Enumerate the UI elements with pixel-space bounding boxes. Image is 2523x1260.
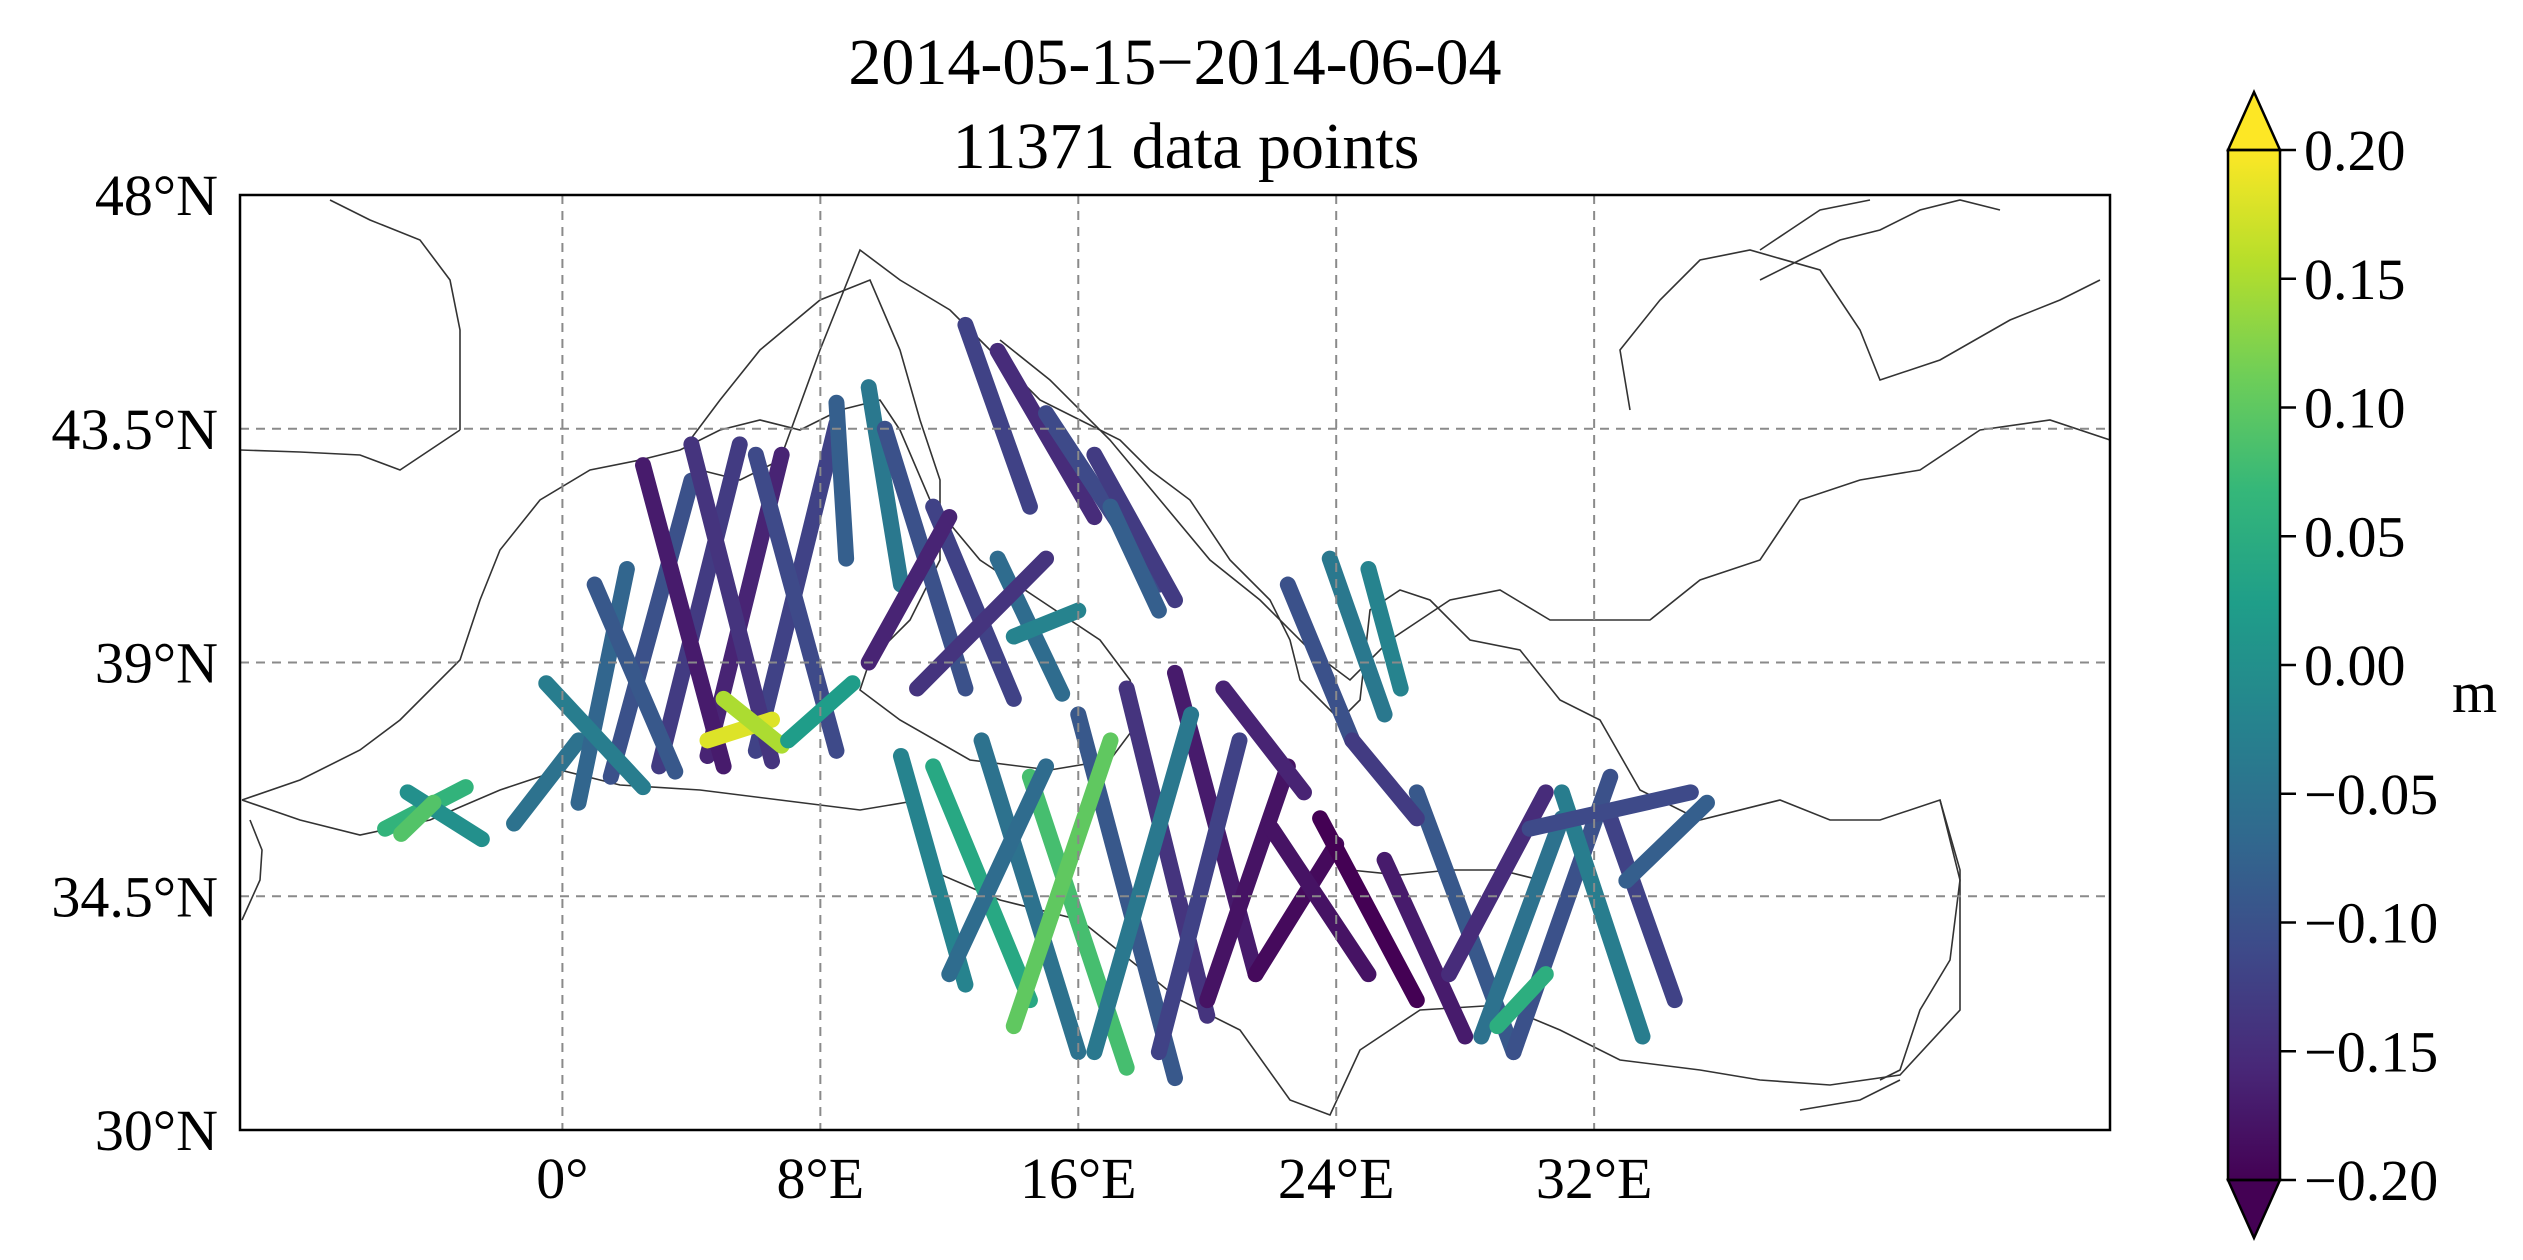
colorbar-tick-label-0: 0.20 — [2304, 118, 2406, 183]
track-segment-38 — [1086, 706, 1200, 1061]
track-segment-14 — [715, 690, 790, 754]
track-segment-56 — [1344, 732, 1425, 827]
y-tick-label-4: 48°N — [95, 163, 218, 228]
track-segment-8 — [635, 457, 732, 775]
track-segment-55 — [1360, 561, 1409, 697]
x-tick-label-3: 24°E — [1278, 1146, 1395, 1211]
coastline-black-sea — [1619, 199, 2101, 411]
track-segment-22 — [860, 509, 958, 671]
track-segment-17 — [828, 394, 855, 567]
track-segment-57 — [1215, 680, 1312, 801]
track-segment-41 — [1247, 836, 1345, 983]
y-tick-labels: 30°N 34.5°N 39°N 43.5°N 48°N — [51, 163, 218, 1163]
track-segment-5 — [651, 436, 748, 775]
track-segment-54 — [1321, 550, 1393, 723]
track-segment-2 — [506, 732, 587, 832]
track-segment-34 — [1118, 680, 1216, 1024]
y-tick-label-2: 39°N — [95, 631, 218, 696]
track-segment-28 — [1102, 498, 1167, 619]
track-segment-16 — [860, 379, 909, 593]
track-segment-40 — [1199, 758, 1296, 1009]
coastline-balkans — [999, 339, 2110, 682]
track-segment-1 — [399, 784, 490, 848]
map-title: 2014-05-15−2014-06-04 — [848, 26, 1501, 99]
track-segment-37 — [1005, 732, 1119, 1035]
x-tick-label-1: 8°E — [777, 1146, 865, 1211]
colorbar-label: m — [2452, 660, 2497, 725]
track-segment-27 — [1086, 446, 1183, 609]
map-subtitle: 11371 data points — [953, 110, 1420, 183]
map-frame — [238, 193, 2112, 1132]
track-segment-43 — [1312, 810, 1425, 1009]
colorbar-tick-label-2: 0.10 — [2304, 376, 2406, 441]
x-tick-labels: 0° 8°E 16°E 24°E 32°E — [536, 1146, 1652, 1211]
x-tick-label-0: 0° — [536, 1146, 588, 1211]
coastline-europe-atlantic — [240, 199, 461, 921]
map-area: 0° 8°E 16°E 24°E 32°E 30°N 34.5°N 39°N 43.5°N 48… — [51, 163, 2112, 1211]
colorbar-tick-label-3: 0.05 — [2304, 504, 2406, 569]
colorbar-gradient — [2228, 150, 2280, 1180]
gridlines — [240, 195, 2110, 1130]
track-segment-50 — [1602, 810, 1683, 1009]
track-segment-59 — [1489, 966, 1554, 1035]
colorbar-ticks: 0.20 0.15 0.10 0.05 0.00 −0.05 −0.10 −0.15 −0.20 — [2280, 118, 2438, 1213]
track-segment-49 — [1553, 784, 1651, 1045]
colorbar-extend-max — [2226, 88, 2282, 152]
colorbar: 0.20 0.15 0.10 0.05 0.00 −0.05 −0.10 −0.15 −0.20… — [2226, 88, 2497, 1242]
y-tick-label-3: 43.5°N — [51, 397, 218, 462]
track-segment-9 — [683, 436, 780, 770]
colorbar-tick-label-5: −0.05 — [2304, 762, 2438, 827]
y-tick-label-1: 34.5°N — [51, 864, 218, 929]
track-segment-11 — [586, 576, 684, 780]
colorbar-tick-label-6: −0.10 — [2304, 891, 2438, 956]
track-segment-12 — [538, 675, 652, 796]
colorbar-extend-min — [2226, 1178, 2282, 1242]
track-segment-52 — [1521, 784, 1699, 837]
track-segment-47 — [1473, 810, 1570, 1045]
x-tick-label-2: 16°E — [1020, 1146, 1137, 1211]
track-segment-30 — [925, 758, 1038, 1009]
track-segment-24 — [957, 316, 1038, 515]
track-segment-39 — [1150, 732, 1248, 1061]
track-segment-4 — [602, 472, 700, 785]
track-segment-36 — [941, 758, 1055, 983]
track-segment-42 — [1263, 820, 1377, 983]
track-segment-19 — [925, 498, 1022, 707]
altimetry-tracks — [377, 316, 1715, 1087]
colorbar-tick-label-1: 0.15 — [2304, 247, 2406, 312]
colorbar-tick-label-4: 0.00 — [2304, 633, 2406, 698]
track-segment-23 — [1005, 602, 1087, 645]
track-segment-51 — [1618, 794, 1715, 889]
x-tick-label-4: 32°E — [1536, 1146, 1653, 1211]
track-segment-3 — [570, 561, 635, 811]
y-tick-label-0: 30°N — [95, 1098, 218, 1163]
coastline-western-mediterranean — [241, 248, 1961, 1117]
colorbar-tick-label-7: −0.15 — [2304, 1019, 2438, 1084]
track-segment-44 — [1376, 851, 1474, 1045]
colorbar-tick-label-8: −0.20 — [2304, 1148, 2438, 1213]
track-segment-21 — [909, 550, 1055, 697]
track-segment-58 — [393, 794, 442, 842]
